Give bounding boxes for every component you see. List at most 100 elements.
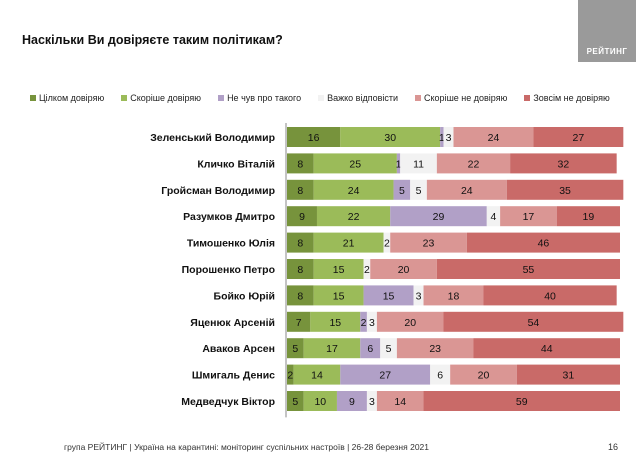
data-label: 20: [478, 370, 490, 382]
bar-segment: [380, 338, 397, 359]
data-label: 15: [333, 264, 345, 276]
data-label: 8: [297, 290, 303, 302]
bar-segment: [287, 127, 341, 147]
bar-segment: [400, 153, 437, 174]
bar-segment: [556, 206, 620, 227]
bar-segment: [287, 391, 304, 411]
bar-segment: [430, 364, 451, 385]
data-label: 10: [314, 396, 326, 408]
bar-segment: [450, 364, 517, 385]
data-label: 14: [394, 396, 406, 408]
legend-label: Цілком довіряю: [39, 93, 105, 103]
data-label: 2: [361, 317, 367, 329]
data-label: 19: [583, 211, 595, 223]
page-title: Наскільки Ви довіряєте таким політикам?: [22, 33, 283, 47]
data-label: 40: [544, 290, 556, 302]
data-label: 15: [333, 290, 345, 302]
bar-segment: [313, 179, 394, 200]
bar-segment: [423, 285, 484, 306]
bar-segment: [533, 127, 624, 147]
bar-segment: [393, 179, 411, 200]
legend-swatch: [415, 95, 422, 101]
data-label: 3: [446, 132, 452, 144]
bar-segment: [313, 259, 364, 279]
bar-segment: [313, 285, 364, 306]
bar-segment: [287, 311, 311, 332]
category-label: Зеленський Володимир: [150, 132, 275, 144]
bar-segment: [466, 232, 620, 253]
legend-swatch: [318, 95, 325, 101]
bar-segment: [340, 127, 441, 147]
legend-item: Скоріше не довіряю: [415, 93, 507, 103]
legend-swatch: [524, 95, 531, 101]
data-label: 15: [329, 317, 341, 329]
data-label: 59: [516, 396, 528, 408]
data-label: 6: [437, 370, 443, 382]
data-label: 32: [558, 158, 570, 170]
legend-label: Скоріше не довіряю: [424, 93, 508, 103]
data-label: 2: [287, 370, 293, 382]
bar-segment: [360, 338, 381, 359]
data-label: 21: [343, 238, 355, 250]
data-label: 29: [433, 211, 445, 223]
data-label: 4: [491, 211, 497, 223]
data-label: 5: [416, 185, 422, 197]
data-label: 20: [404, 317, 416, 329]
data-label: 16: [308, 132, 320, 144]
logo: РЕЙТИНГ: [578, 0, 636, 62]
bar-segment: [516, 364, 620, 385]
bar-segment: [363, 285, 414, 306]
bar-segment: [383, 232, 391, 253]
data-label: 18: [448, 290, 460, 302]
data-label: 25: [349, 158, 361, 170]
data-label: 2: [364, 264, 370, 276]
bar-segment: [370, 259, 437, 279]
data-label: 24: [461, 185, 473, 197]
data-label: 24: [348, 185, 360, 197]
bar-segment: [473, 338, 620, 359]
category-label: Яценюк Арсеній: [190, 317, 275, 329]
page-number: 16: [608, 442, 619, 452]
bar-segment: [426, 179, 507, 200]
bar-segment: [316, 206, 391, 227]
data-label: 23: [429, 343, 441, 355]
data-label: 46: [538, 238, 550, 250]
legend-item: Важко відповісти: [318, 93, 398, 103]
bar-segment: [287, 179, 314, 200]
bar-segment: [293, 364, 341, 385]
bar-segment: [287, 285, 314, 306]
data-label: 55: [523, 264, 535, 276]
legend-label: Важко відповісти: [327, 93, 399, 103]
data-label: 27: [379, 370, 391, 382]
legend-item: Не чув про такого: [218, 93, 301, 103]
bar-segment: [366, 311, 377, 332]
data-label: 54: [528, 317, 540, 329]
category-label: Кличко Віталій: [197, 158, 275, 170]
data-label: 22: [468, 158, 480, 170]
bar-segment: [287, 153, 314, 174]
legend-item: Цілком довіряю: [30, 93, 104, 103]
bar-segment: [287, 364, 294, 385]
data-label: 9: [349, 396, 355, 408]
legend-swatch: [30, 95, 36, 101]
bar-segment: [443, 311, 624, 332]
bar-segment: [423, 391, 620, 411]
bar-segment: [366, 391, 377, 411]
bar-segment: [506, 179, 624, 200]
legend-label: Зовсім не довіряю: [533, 93, 610, 103]
data-label: 1: [439, 132, 445, 144]
bar-segment: [483, 285, 617, 306]
bar-segment: [376, 391, 424, 411]
data-label: 17: [326, 343, 338, 355]
bar-segment: [363, 259, 371, 279]
data-label: 2: [384, 238, 390, 250]
data-label: 8: [297, 158, 303, 170]
bar-segment: [310, 311, 361, 332]
footer: група РЕЙТИНГ | Україна на карантині: мо…: [64, 442, 430, 452]
category-label: Гройсман Володимир: [161, 185, 275, 197]
data-label: 17: [523, 211, 535, 223]
bar-segment: [396, 338, 474, 359]
bar-segment: [390, 206, 487, 227]
data-label: 7: [296, 317, 302, 329]
